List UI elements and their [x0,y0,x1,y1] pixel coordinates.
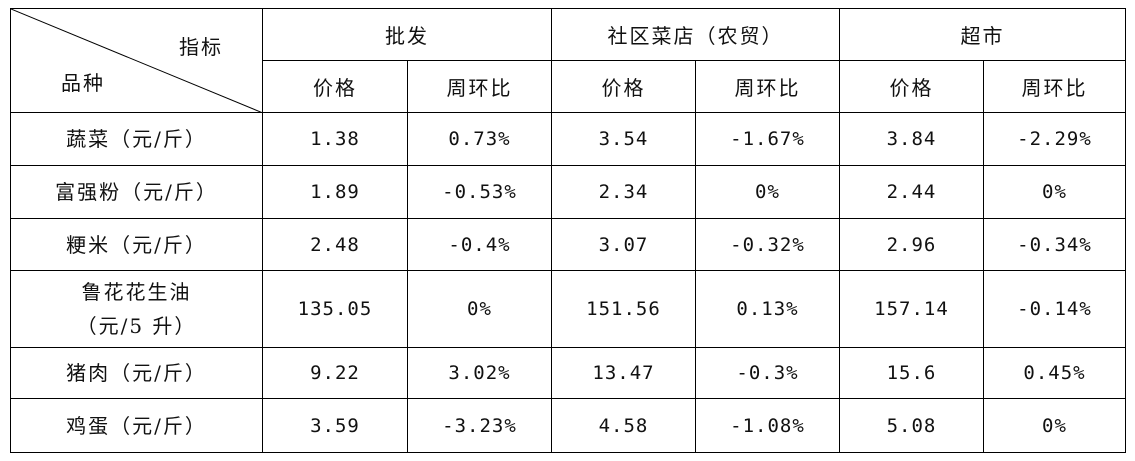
cell: 3.84 [839,112,984,166]
row-label: 蔬菜（元/斤） [10,112,263,166]
row-label: 粳米（元/斤） [10,218,263,271]
cell: 15.6 [839,347,984,399]
table-body: 指标 品种 批发 社区菜店（农贸） 超市 价格 周环比 价格 周环比 价格 周环比 蔬菜（… [10,8,1126,453]
cell: 157.14 [839,270,984,348]
cell: 0.45% [983,347,1126,399]
subheader: 周环比 [407,60,552,113]
cell: -3.23% [407,398,552,453]
cell: 3.07 [551,218,696,271]
cell: 135.05 [262,270,408,348]
cell: 2.96 [839,218,984,271]
cell: -1.08% [695,398,840,453]
cell: -0.32% [695,218,840,271]
data-row: 富强粉（元/斤） 1.89 -0.53% 2.34 0% 2.44 0% [10,165,1126,219]
cell: 3.59 [262,398,408,453]
corner-top: 指标 [179,35,223,59]
subheader: 价格 [551,60,696,113]
cell: -0.53% [407,165,552,219]
cell: 0.73% [407,112,552,166]
table-wrap: 指标 品种 批发 社区菜店（农贸） 超市 价格 周环比 价格 周环比 价格 周环比 蔬菜（… [10,8,1126,453]
data-row: 猪肉（元/斤） 9.22 3.02% 13.47 -0.3% 15.6 0.45% [10,347,1126,399]
cell: 9.22 [262,347,408,399]
data-row: 粳米（元/斤） 2.48 -0.4% 3.07 -0.32% 2.96 -0.34% [10,218,1126,271]
cell: 1.38 [262,112,408,166]
row-label: 鲁花花生油 （元/5 升） [10,270,263,348]
cell: 0% [695,165,840,219]
row-label-line: 猪肉（元/斤） [66,361,207,385]
cell: -0.34% [983,218,1126,271]
cell: 0% [407,270,552,348]
cell: 2.48 [262,218,408,271]
cell: 4.58 [551,398,696,453]
cell: 3.54 [551,112,696,166]
cell: 0% [983,165,1126,219]
data-row: 鲁花花生油 （元/5 升） 135.05 0% 151.56 0.13% 157.14 -0.… [10,270,1126,348]
cell: 1.89 [262,165,408,219]
price-table: 指标 品种 批发 社区菜店（农贸） 超市 价格 周环比 价格 周环比 价格 周环比 蔬菜（… [10,8,1126,453]
row-label: 猪肉（元/斤） [10,347,263,399]
subheader: 周环比 [983,60,1126,113]
corner-bottom: 品种 [61,71,105,95]
cell: 13.47 [551,347,696,399]
row-label-line: 粳米（元/斤） [66,232,207,257]
cell: 0.13% [695,270,840,348]
row-label-line: 鸡蛋（元/斤） [66,413,207,438]
row-label-line: 鲁花花生油 [81,280,192,304]
row-label-line: 蔬菜（元/斤） [66,127,207,151]
cell: 2.34 [551,165,696,219]
group-header: 批发 [262,8,552,61]
diagonal-line [11,9,263,113]
row-label: 鸡蛋（元/斤） [10,398,263,453]
cell: -0.3% [695,347,840,399]
cell: 3.02% [407,347,552,399]
corner-cell: 指标 品种 [10,8,263,113]
cell: 2.44 [839,165,984,219]
cell: -2.29% [983,112,1126,166]
cell: 0% [983,398,1126,453]
cell: -0.4% [407,218,552,271]
data-row: 蔬菜（元/斤） 1.38 0.73% 3.54 -1.67% 3.84 -2.29% [10,112,1126,166]
cell: -1.67% [695,112,840,166]
subheader: 周环比 [695,60,840,113]
cell: 5.08 [839,398,984,453]
subheader: 价格 [839,60,984,113]
cell: -0.14% [983,270,1126,348]
cell: 151.56 [551,270,696,348]
subheader: 价格 [262,60,408,113]
row-label-line: 富强粉（元/斤） [55,180,218,204]
group-header: 社区菜店（农贸） [551,8,840,61]
group-header: 超市 [839,8,1126,61]
data-row: 鸡蛋（元/斤） 3.59 -3.23% 4.58 -1.08% 5.08 0% [10,398,1126,453]
row-label: 富强粉（元/斤） [10,165,263,219]
header-row: 指标 品种 批发 社区菜店（农贸） 超市 [10,8,1126,113]
row-label-line: （元/5 升） [76,314,197,338]
diagonal [11,9,263,113]
